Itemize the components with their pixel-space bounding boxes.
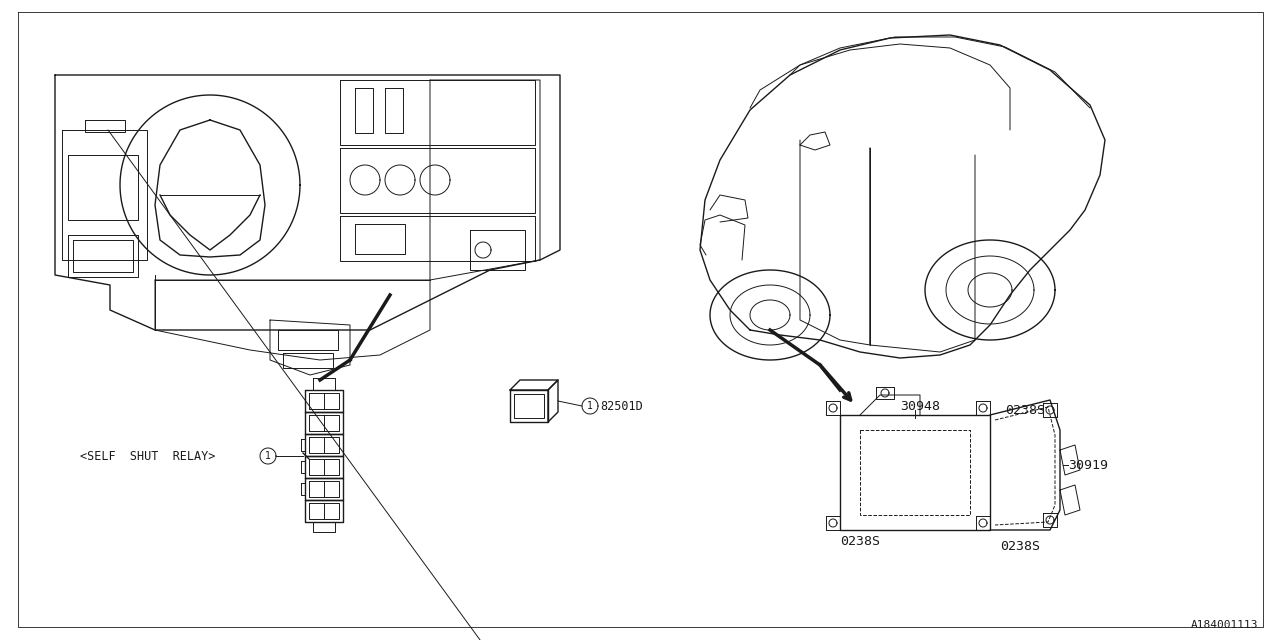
Text: <SELF  SHUT  RELAY>: <SELF SHUT RELAY> (81, 449, 215, 463)
Text: 0238S: 0238S (1000, 540, 1039, 553)
Text: 1: 1 (265, 451, 271, 461)
Text: A184001113: A184001113 (1190, 620, 1258, 630)
Text: 30948: 30948 (900, 400, 940, 413)
Text: 0238S: 0238S (840, 535, 881, 548)
Text: 30919: 30919 (1068, 458, 1108, 472)
Text: 1: 1 (588, 401, 593, 411)
Text: 82501D: 82501D (600, 399, 643, 413)
Text: 0238S: 0238S (1005, 403, 1044, 417)
